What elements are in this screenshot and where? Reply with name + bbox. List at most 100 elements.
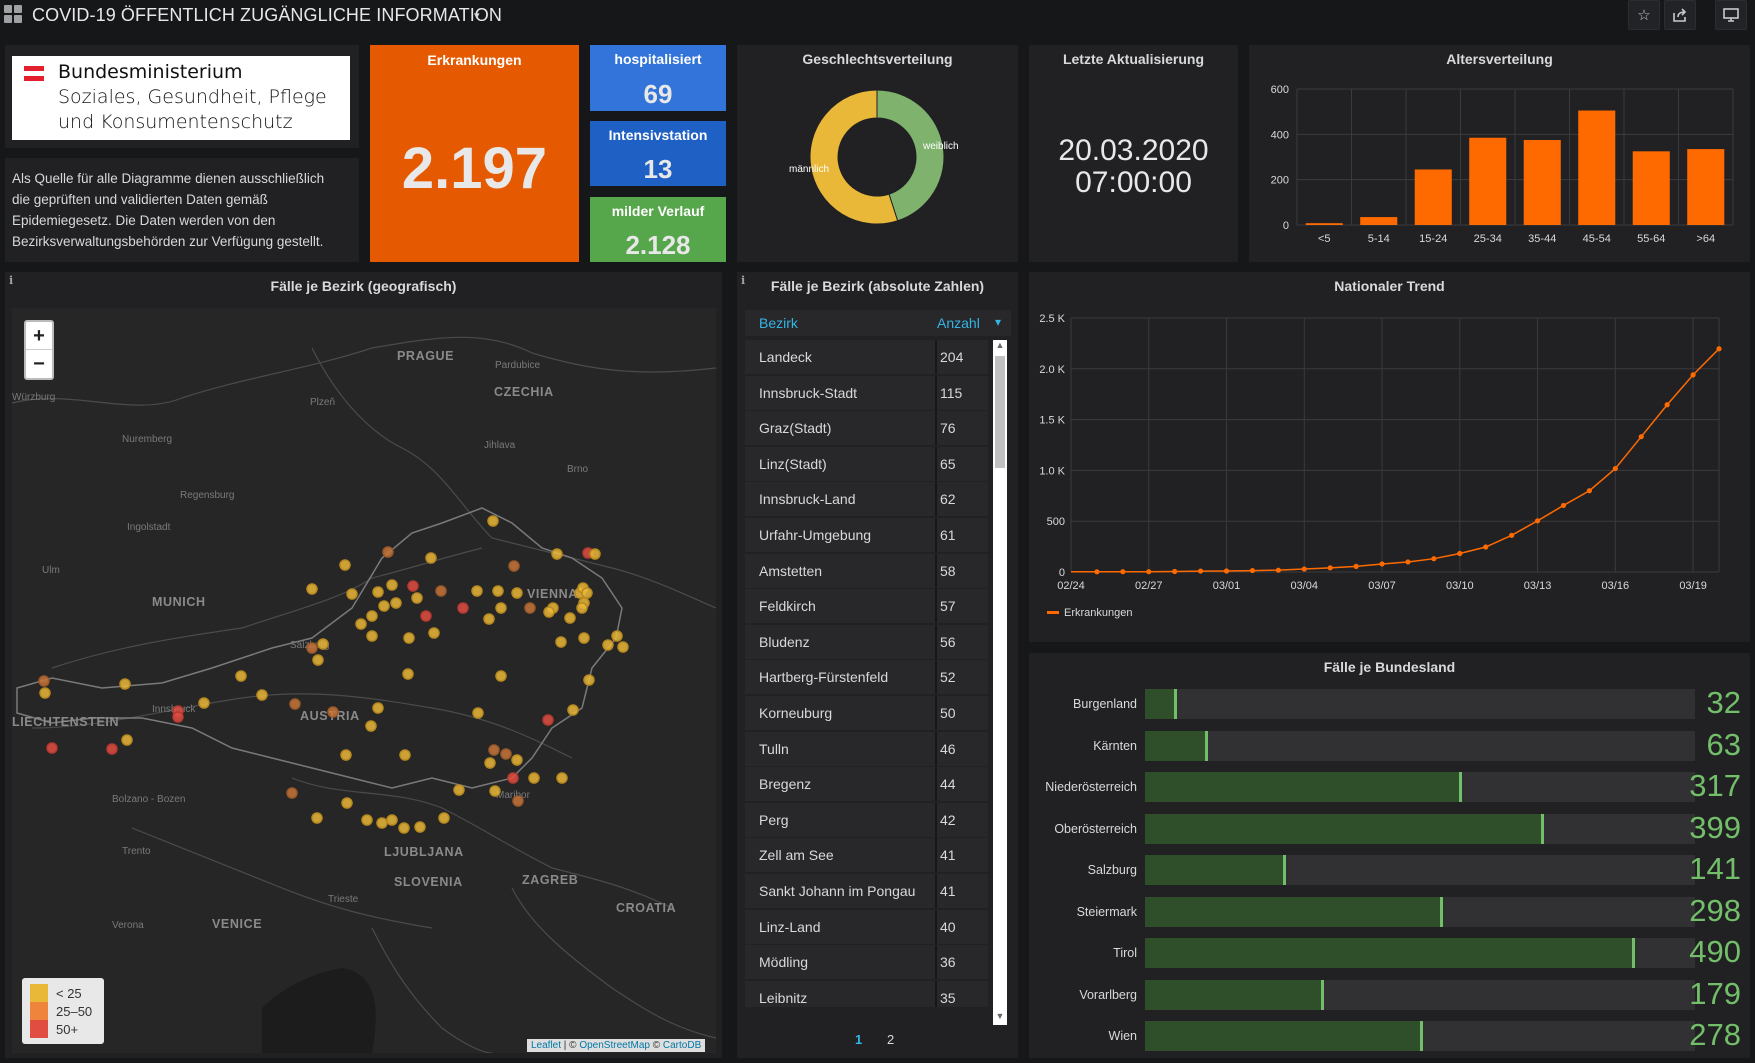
district-marker[interactable] xyxy=(106,743,118,755)
district-marker[interactable] xyxy=(438,812,450,824)
table-row[interactable]: Amstetten 58 xyxy=(745,553,988,588)
table-row[interactable]: Hartberg-Fürstenfeld 52 xyxy=(745,660,988,695)
age-bar[interactable] xyxy=(1469,137,1507,225)
trend-point[interactable] xyxy=(1664,402,1670,408)
zoom-in-button[interactable]: + xyxy=(26,322,52,350)
map-canvas[interactable]: PRAGUE Pardubice CZECHIA Würzburg Plzeň Nurem… xyxy=(12,308,716,1053)
district-marker[interactable] xyxy=(372,586,384,598)
legend-item-erkrankungen[interactable]: Erkrankungen xyxy=(1064,607,1133,619)
district-marker[interactable] xyxy=(589,548,601,560)
district-marker[interactable] xyxy=(472,707,484,719)
district-marker[interactable] xyxy=(382,546,394,558)
district-marker[interactable] xyxy=(555,636,567,648)
district-marker[interactable] xyxy=(420,610,432,622)
table-scrollbar[interactable]: ▲ ▼ xyxy=(993,340,1007,1025)
table-row[interactable]: Linz-Land 40 xyxy=(745,909,988,944)
district-marker[interactable] xyxy=(453,784,465,796)
district-marker[interactable] xyxy=(495,670,507,682)
trend-point[interactable] xyxy=(1405,559,1411,565)
district-marker[interactable] xyxy=(428,627,440,639)
district-marker[interactable] xyxy=(511,587,523,599)
trend-point[interactable] xyxy=(1483,544,1489,550)
district-marker[interactable] xyxy=(507,772,519,784)
trend-point[interactable] xyxy=(1716,346,1722,352)
page-1-link[interactable]: 1 xyxy=(855,1032,863,1047)
trend-point[interactable] xyxy=(1379,561,1385,567)
table-row[interactable]: Mödling 36 xyxy=(745,945,988,980)
district-marker[interactable] xyxy=(543,606,555,618)
donut-slice-female[interactable] xyxy=(876,89,945,222)
trend-point[interactable] xyxy=(1353,563,1359,570)
district-marker[interactable] xyxy=(492,585,504,597)
district-marker[interactable] xyxy=(556,772,568,784)
district-marker[interactable] xyxy=(487,515,499,527)
district-marker[interactable] xyxy=(511,754,523,766)
zoom-out-button[interactable]: − xyxy=(33,353,45,375)
district-marker[interactable] xyxy=(366,630,378,642)
district-marker[interactable] xyxy=(457,602,469,614)
district-marker[interactable] xyxy=(542,714,554,726)
table-row[interactable]: Innsbruck-Stadt 115 xyxy=(745,375,988,410)
dashboard-grid-icon[interactable] xyxy=(4,5,22,23)
table-row[interactable]: Bludenz 56 xyxy=(745,624,988,659)
table-row[interactable]: Leibnitz 35 xyxy=(745,980,988,1007)
district-marker[interactable] xyxy=(524,602,536,614)
district-marker[interactable] xyxy=(327,706,339,718)
star-button[interactable]: ☆ xyxy=(1628,0,1660,30)
district-marker[interactable] xyxy=(235,670,247,682)
district-marker[interactable] xyxy=(306,642,318,654)
trend-point[interactable] xyxy=(1690,372,1696,378)
district-marker[interactable] xyxy=(172,711,184,723)
age-bar[interactable] xyxy=(1305,223,1343,225)
trend-point[interactable] xyxy=(1146,569,1152,575)
trend-point[interactable] xyxy=(1327,565,1333,571)
district-marker[interactable] xyxy=(339,559,351,571)
sort-chevron-down-icon[interactable]: ▾ xyxy=(995,315,1002,329)
district-marker[interactable] xyxy=(312,654,324,666)
district-marker[interactable] xyxy=(378,600,390,612)
district-marker[interactable] xyxy=(484,757,496,769)
district-marker[interactable] xyxy=(564,612,576,624)
district-marker[interactable] xyxy=(551,548,563,560)
trend-point[interactable] xyxy=(1120,569,1126,575)
district-marker[interactable] xyxy=(414,821,426,833)
district-marker[interactable] xyxy=(581,587,593,599)
trend-point[interactable] xyxy=(1198,568,1204,574)
district-marker[interactable] xyxy=(495,602,507,614)
trend-point[interactable] xyxy=(1431,556,1437,562)
district-marker[interactable] xyxy=(576,602,588,614)
age-bar[interactable] xyxy=(1687,149,1725,225)
district-marker[interactable] xyxy=(488,744,500,756)
district-marker[interactable] xyxy=(425,552,437,564)
age-bar[interactable] xyxy=(1414,169,1452,225)
table-row[interactable]: Korneuburg 50 xyxy=(745,696,988,730)
district-marker[interactable] xyxy=(483,613,495,625)
osm-link[interactable]: OpenStreetMap xyxy=(579,1040,650,1051)
share-button[interactable] xyxy=(1664,0,1696,30)
district-marker[interactable] xyxy=(289,698,301,710)
table-row[interactable]: Linz(Stadt) 65 xyxy=(745,446,988,481)
trend-point[interactable] xyxy=(1094,569,1100,575)
title-chevron-down-icon[interactable]: ▾ xyxy=(474,10,480,22)
district-marker[interactable] xyxy=(402,668,414,680)
tv-mode-button[interactable] xyxy=(1715,0,1747,30)
table-row[interactable]: Feldkirch 57 xyxy=(745,589,988,624)
carto-link[interactable]: CartoDB xyxy=(662,1040,702,1051)
scrollbar-thumb[interactable] xyxy=(995,356,1005,468)
district-marker[interactable] xyxy=(407,580,419,592)
scroll-down-icon[interactable]: ▼ xyxy=(995,1011,1005,1021)
trend-point[interactable] xyxy=(1534,518,1541,524)
trend-point[interactable] xyxy=(1172,568,1178,575)
district-marker[interactable] xyxy=(346,588,358,600)
dashboard-title[interactable]: COVID-19 ÖFFENTLICH ZUGÄNGLICHE INFORMAT… xyxy=(32,5,502,25)
trend-point[interactable] xyxy=(1249,567,1256,574)
table-row[interactable]: Zell am See 41 xyxy=(745,838,988,873)
age-bar[interactable] xyxy=(1632,151,1670,225)
district-marker[interactable] xyxy=(512,795,524,807)
district-marker[interactable] xyxy=(528,772,540,784)
district-marker[interactable] xyxy=(489,785,501,797)
map-info-icon[interactable]: i xyxy=(9,274,14,287)
district-marker[interactable] xyxy=(317,638,329,650)
district-marker[interactable] xyxy=(306,583,318,595)
district-marker[interactable] xyxy=(500,748,512,760)
